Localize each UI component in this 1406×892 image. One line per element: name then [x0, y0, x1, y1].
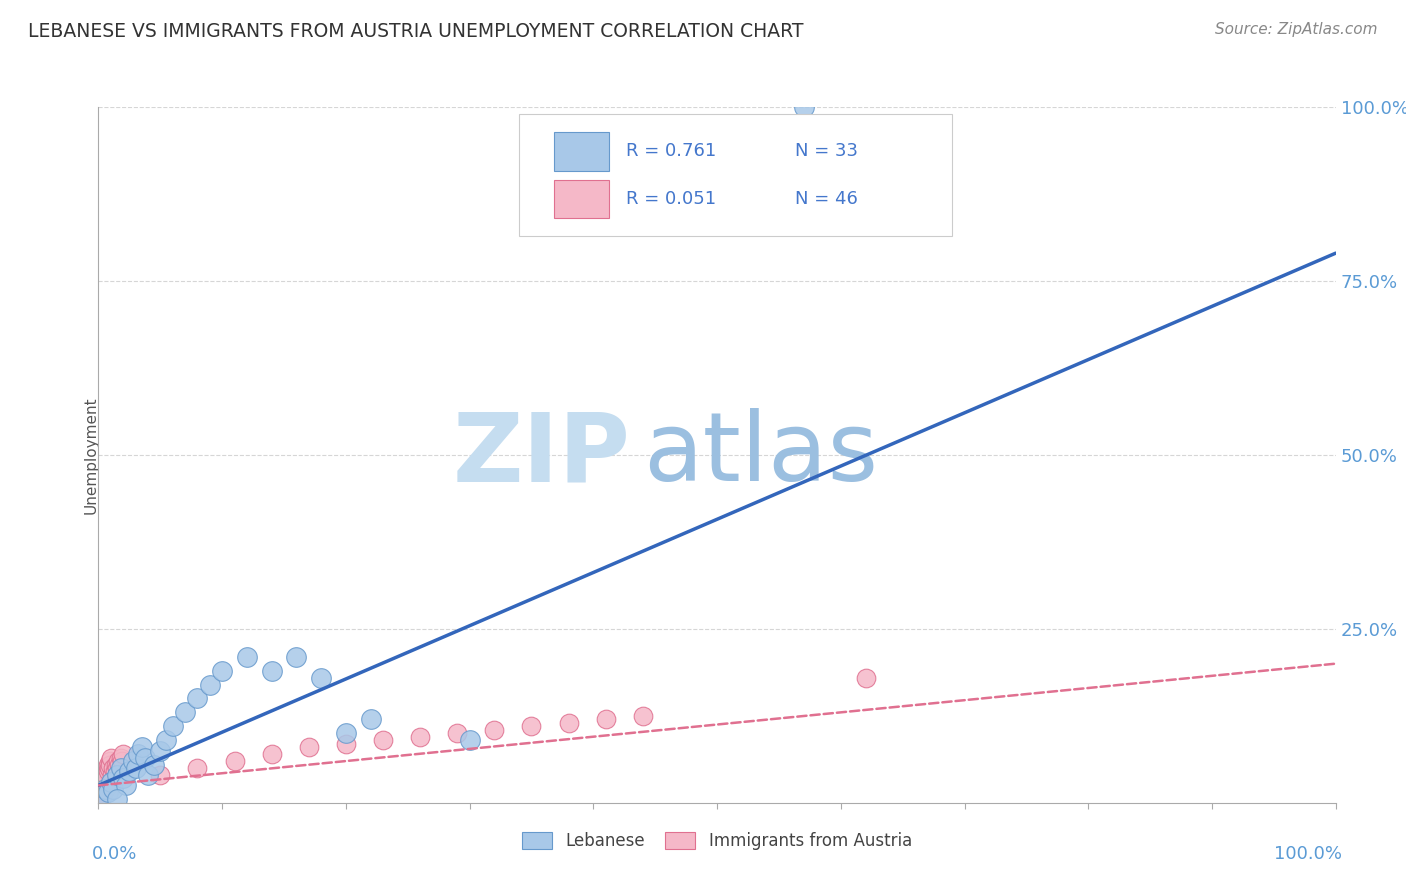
Point [211, 664, 233, 678]
Point [97, 761, 120, 775]
Y-axis label: Unemployment: Unemployment [84, 396, 98, 514]
Point [94, 764, 117, 779]
Point [101, 768, 124, 782]
Point [100, 775, 122, 789]
Point [100, 750, 122, 764]
Point [91, 789, 114, 803]
Point [107, 754, 129, 768]
Point [631, 708, 654, 723]
Point [105, 768, 128, 782]
Point [103, 764, 125, 779]
Point [103, 761, 125, 775]
Point [298, 740, 321, 755]
Point [793, 100, 815, 114]
Point [134, 750, 156, 764]
Point [93, 768, 115, 782]
Point [93, 775, 115, 789]
Point [260, 664, 283, 678]
Point [108, 757, 131, 772]
Point [143, 757, 166, 772]
Point [149, 744, 172, 758]
FancyBboxPatch shape [554, 132, 609, 170]
FancyBboxPatch shape [554, 180, 609, 218]
Point [91, 789, 114, 803]
Point [186, 761, 208, 775]
Text: ZIP: ZIP [453, 409, 630, 501]
Point [155, 733, 177, 747]
Point [89, 785, 111, 799]
Point [484, 723, 506, 737]
Point [198, 677, 221, 691]
Text: N = 46: N = 46 [794, 190, 858, 208]
Point [186, 691, 208, 706]
Point [104, 757, 127, 772]
Point [162, 719, 184, 733]
Point [87, 785, 110, 799]
Text: LEBANESE VS IMMIGRANTS FROM AUSTRIA UNEMPLOYMENT CORRELATION CHART: LEBANESE VS IMMIGRANTS FROM AUSTRIA UNEM… [28, 22, 804, 41]
Point [98, 754, 121, 768]
Point [127, 747, 149, 761]
Point [446, 726, 468, 740]
Point [309, 671, 332, 685]
Point [114, 778, 136, 792]
Point [111, 754, 134, 768]
Point [93, 772, 115, 786]
Text: R = 0.761: R = 0.761 [626, 142, 716, 161]
Point [595, 712, 617, 726]
Point [285, 649, 308, 664]
Point [855, 671, 877, 685]
Point [118, 764, 141, 779]
Point [112, 747, 135, 761]
Point [93, 781, 115, 796]
Point [98, 757, 121, 772]
Point [335, 737, 357, 751]
Point [105, 761, 128, 775]
Point [409, 730, 432, 744]
Point [110, 761, 132, 775]
Point [110, 750, 132, 764]
Text: Source: ZipAtlas.com: Source: ZipAtlas.com [1215, 22, 1378, 37]
Point [124, 761, 146, 775]
Point [90, 778, 112, 792]
Point [335, 726, 357, 740]
Point [136, 768, 159, 782]
Point [96, 768, 118, 782]
Point [174, 706, 197, 720]
Point [122, 754, 145, 768]
Text: 100.0%: 100.0% [1274, 845, 1341, 863]
Point [96, 761, 118, 775]
Legend: Lebanese, Immigrants from Austria: Lebanese, Immigrants from Austria [516, 826, 918, 857]
Point [103, 781, 125, 796]
Point [236, 649, 259, 664]
Point [105, 792, 128, 806]
Point [360, 712, 382, 726]
Point [91, 775, 114, 789]
Point [112, 772, 135, 786]
Point [520, 719, 543, 733]
Text: 0.0%: 0.0% [93, 845, 138, 863]
Point [149, 768, 172, 782]
Point [458, 733, 481, 747]
Point [224, 754, 246, 768]
Point [97, 785, 120, 799]
Text: N = 33: N = 33 [794, 142, 858, 161]
Point [97, 764, 120, 779]
Point [90, 781, 112, 796]
Point [557, 715, 579, 730]
Point [94, 772, 117, 786]
Text: atlas: atlas [643, 409, 877, 501]
Point [89, 781, 111, 796]
FancyBboxPatch shape [519, 114, 952, 235]
Point [97, 757, 120, 772]
Text: R = 0.051: R = 0.051 [626, 190, 716, 208]
Point [131, 740, 153, 755]
Point [371, 733, 394, 747]
Point [260, 747, 283, 761]
Point [91, 778, 114, 792]
